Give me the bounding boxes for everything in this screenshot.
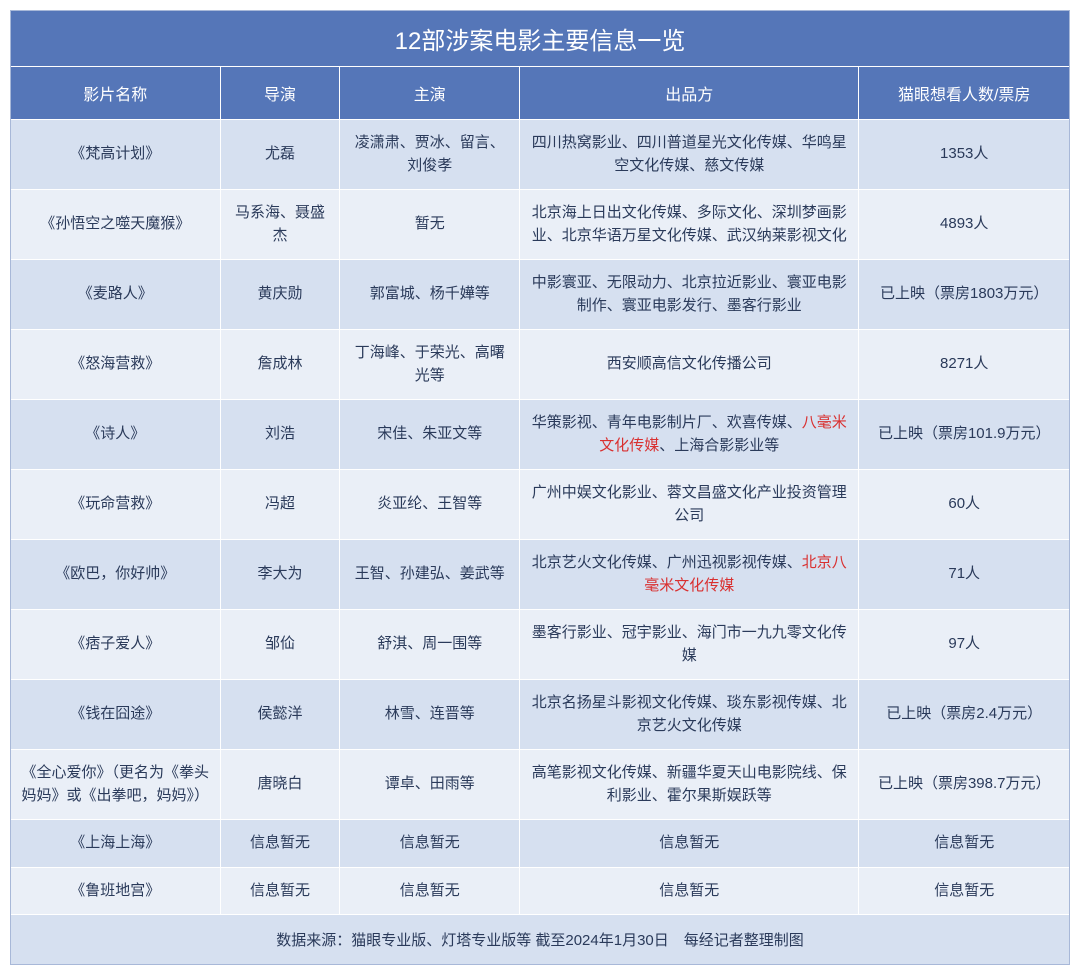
cell-name: 《玩命营救》	[11, 470, 221, 539]
cell-director: 黄庆勋	[221, 260, 341, 329]
cell-cast: 郭富城、杨千嬅等	[340, 260, 520, 329]
table-row: 《怒海营救》詹成林丁海峰、于荣光、高曙光等 西安顺高信文化传播公司 8271人	[11, 329, 1069, 399]
cell-producer: 信息暂无	[520, 868, 859, 915]
header-cast: 主演	[340, 67, 520, 119]
cell-cast: 林雪、连晋等	[340, 680, 520, 749]
producer-text: 广州中娱文化影业、蓉文昌盛文化产业投资管理公司	[532, 484, 847, 524]
producer-text: 北京海上日出文化传媒、多际文化、深圳梦画影业、北京华语万星文化传媒、武汉纳莱影视…	[532, 204, 847, 244]
table-title: 12部涉案电影主要信息一览	[11, 11, 1069, 67]
cell-producer: 西安顺高信文化传播公司	[520, 330, 859, 399]
cell-producer: 华策影视、青年电影制片厂、欢喜传媒、八毫米文化传媒、上海合影影业等	[520, 400, 859, 469]
table-body: 《梵高计划》尤磊凌潇肃、贾冰、留言、刘俊孝四川热窝影业、四川普道星光文化传媒、华…	[11, 119, 1069, 914]
cell-director: 冯超	[221, 470, 341, 539]
producer-text: 中影寰亚、无限动力、北京拉近影业、寰亚电影制作、寰亚电影发行、墨客行影业	[532, 274, 847, 314]
cell-name: 《鲁班地宫》	[11, 868, 221, 915]
cell-director: 刘浩	[221, 400, 341, 469]
cell-stats: 4893人	[859, 190, 1069, 259]
cell-name: 《欧巴，你好帅》	[11, 540, 221, 609]
cell-name: 《麦路人》	[11, 260, 221, 329]
cell-cast: 舒淇、周一围等	[340, 610, 520, 679]
cell-director: 信息暂无	[221, 820, 341, 867]
cell-cast: 信息暂无	[340, 820, 520, 867]
cell-name: 《钱在囧途》	[11, 680, 221, 749]
table-row: 《欧巴，你好帅》李大为王智、孙建弘、姜武等北京艺火文化传媒、广州迅视影视传媒、北…	[11, 539, 1069, 609]
table-row: 《痞子爱人》邹佡舒淇、周一围等墨客行影业、冠宇影业、海门市一九九零文化传媒 97人	[11, 609, 1069, 679]
cell-name: 《诗人》	[11, 400, 221, 469]
cell-name: 《孙悟空之噬天魔猴》	[11, 190, 221, 259]
producer-text: 高笔影视文化传媒、新疆华夏天山电影院线、保利影业、霍尔果斯娱跃等	[532, 764, 847, 804]
cell-stats: 已上映（票房101.9万元）	[859, 400, 1069, 469]
table-header-row: 影片名称 导演 主演 出品方 猫眼想看人数/票房	[11, 67, 1069, 119]
producer-text: 、上海合影影业等	[659, 437, 779, 454]
cell-stats: 60人	[859, 470, 1069, 539]
cell-producer: 中影寰亚、无限动力、北京拉近影业、寰亚电影制作、寰亚电影发行、墨客行影业	[520, 260, 859, 329]
header-producer: 出品方	[520, 67, 859, 119]
cell-producer: 北京艺火文化传媒、广州迅视影视传媒、北京八毫米文化传媒	[520, 540, 859, 609]
cell-director: 詹成林	[221, 330, 341, 399]
cell-director: 李大为	[221, 540, 341, 609]
table-row: 《孙悟空之噬天魔猴》马系海、聂盛杰暂无北京海上日出文化传媒、多际文化、深圳梦画影…	[11, 189, 1069, 259]
cell-producer: 信息暂无	[520, 820, 859, 867]
header-stats: 猫眼想看人数/票房	[859, 67, 1069, 119]
table-row: 《麦路人》黄庆勋郭富城、杨千嬅等中影寰亚、无限动力、北京拉近影业、寰亚电影制作、…	[11, 259, 1069, 329]
producer-text: 华策影视、青年电影制片厂、欢喜传媒、	[532, 414, 802, 431]
cell-cast: 暂无	[340, 190, 520, 259]
cell-producer: 高笔影视文化传媒、新疆华夏天山电影院线、保利影业、霍尔果斯娱跃等	[520, 750, 859, 819]
cell-producer: 墨客行影业、冠宇影业、海门市一九九零文化传媒	[520, 610, 859, 679]
producer-text: 信息暂无	[659, 834, 719, 851]
cell-stats: 已上映（票房398.7万元）	[859, 750, 1069, 819]
table-row: 《上海上海》信息暂无信息暂无信息暂无信息暂无	[11, 819, 1069, 867]
cell-stats: 71人	[859, 540, 1069, 609]
table-footer: 数据来源：猫眼专业版、灯塔专业版等 截至2024年1月30日 每经记者整理制图	[11, 914, 1069, 964]
cell-name: 《痞子爱人》	[11, 610, 221, 679]
cell-director: 唐晓白	[221, 750, 341, 819]
cell-name: 《怒海营救》	[11, 330, 221, 399]
cell-stats: 已上映（票房1803万元）	[859, 260, 1069, 329]
table-row: 《钱在囧途》侯懿洋林雪、连晋等北京名扬星斗影视文化传媒、琰东影视传媒、北京艺火文…	[11, 679, 1069, 749]
cell-stats: 8271人	[859, 330, 1069, 399]
cell-stats: 已上映（票房2.4万元）	[859, 680, 1069, 749]
cell-director: 邹佡	[221, 610, 341, 679]
cell-producer: 广州中娱文化影业、蓉文昌盛文化产业投资管理公司	[520, 470, 859, 539]
cell-cast: 凌潇肃、贾冰、留言、刘俊孝	[340, 120, 520, 189]
cell-director: 尤磊	[221, 120, 341, 189]
producer-text: 北京名扬星斗影视文化传媒、琰东影视传媒、北京艺火文化传媒	[532, 694, 847, 734]
table-row: 《梵高计划》尤磊凌潇肃、贾冰、留言、刘俊孝四川热窝影业、四川普道星光文化传媒、华…	[11, 119, 1069, 189]
cell-producer: 北京名扬星斗影视文化传媒、琰东影视传媒、北京艺火文化传媒	[520, 680, 859, 749]
cell-cast: 炎亚纶、王智等	[340, 470, 520, 539]
cell-cast: 丁海峰、于荣光、高曙光等	[340, 330, 520, 399]
cell-cast: 宋佳、朱亚文等	[340, 400, 520, 469]
header-director: 导演	[221, 67, 341, 119]
cell-stats: 信息暂无	[859, 868, 1069, 915]
cell-director: 信息暂无	[221, 868, 341, 915]
producer-text: 西安顺高信文化传播公司	[607, 355, 772, 372]
cell-director: 侯懿洋	[221, 680, 341, 749]
cell-cast: 谭卓、田雨等	[340, 750, 520, 819]
cell-cast: 王智、孙建弘、姜武等	[340, 540, 520, 609]
producer-text: 墨客行影业、冠宇影业、海门市一九九零文化传媒	[532, 624, 847, 664]
table-row: 《诗人》刘浩宋佳、朱亚文等华策影视、青年电影制片厂、欢喜传媒、八毫米文化传媒、上…	[11, 399, 1069, 469]
header-name: 影片名称	[11, 67, 221, 119]
cell-stats: 97人	[859, 610, 1069, 679]
cell-producer: 四川热窝影业、四川普道星光文化传媒、华鸣星空文化传媒、慈文传媒	[520, 120, 859, 189]
movie-info-table: 12部涉案电影主要信息一览 影片名称 导演 主演 出品方 猫眼想看人数/票房 《…	[10, 10, 1070, 965]
table-row: 《全心爱你》（更名为《拳头妈妈》或《出拳吧，妈妈》）唐晓白谭卓、田雨等高笔影视文…	[11, 749, 1069, 819]
cell-name: 《全心爱你》（更名为《拳头妈妈》或《出拳吧，妈妈》）	[11, 750, 221, 819]
cell-producer: 北京海上日出文化传媒、多际文化、深圳梦画影业、北京华语万星文化传媒、武汉纳莱影视…	[520, 190, 859, 259]
producer-text: 北京艺火文化传媒、广州迅视影视传媒、	[532, 554, 802, 571]
cell-name: 《梵高计划》	[11, 120, 221, 189]
cell-cast: 信息暂无	[340, 868, 520, 915]
cell-director: 马系海、聂盛杰	[221, 190, 341, 259]
table-row: 《玩命营救》冯超炎亚纶、王智等广州中娱文化影业、蓉文昌盛文化产业投资管理公司 60…	[11, 469, 1069, 539]
producer-text: 四川热窝影业、四川普道星光文化传媒、华鸣星空文化传媒、慈文传媒	[532, 134, 847, 174]
table-row: 《鲁班地宫》信息暂无信息暂无信息暂无信息暂无	[11, 867, 1069, 915]
producer-text: 信息暂无	[659, 882, 719, 899]
cell-stats: 1353人	[859, 120, 1069, 189]
cell-name: 《上海上海》	[11, 820, 221, 867]
cell-stats: 信息暂无	[859, 820, 1069, 867]
